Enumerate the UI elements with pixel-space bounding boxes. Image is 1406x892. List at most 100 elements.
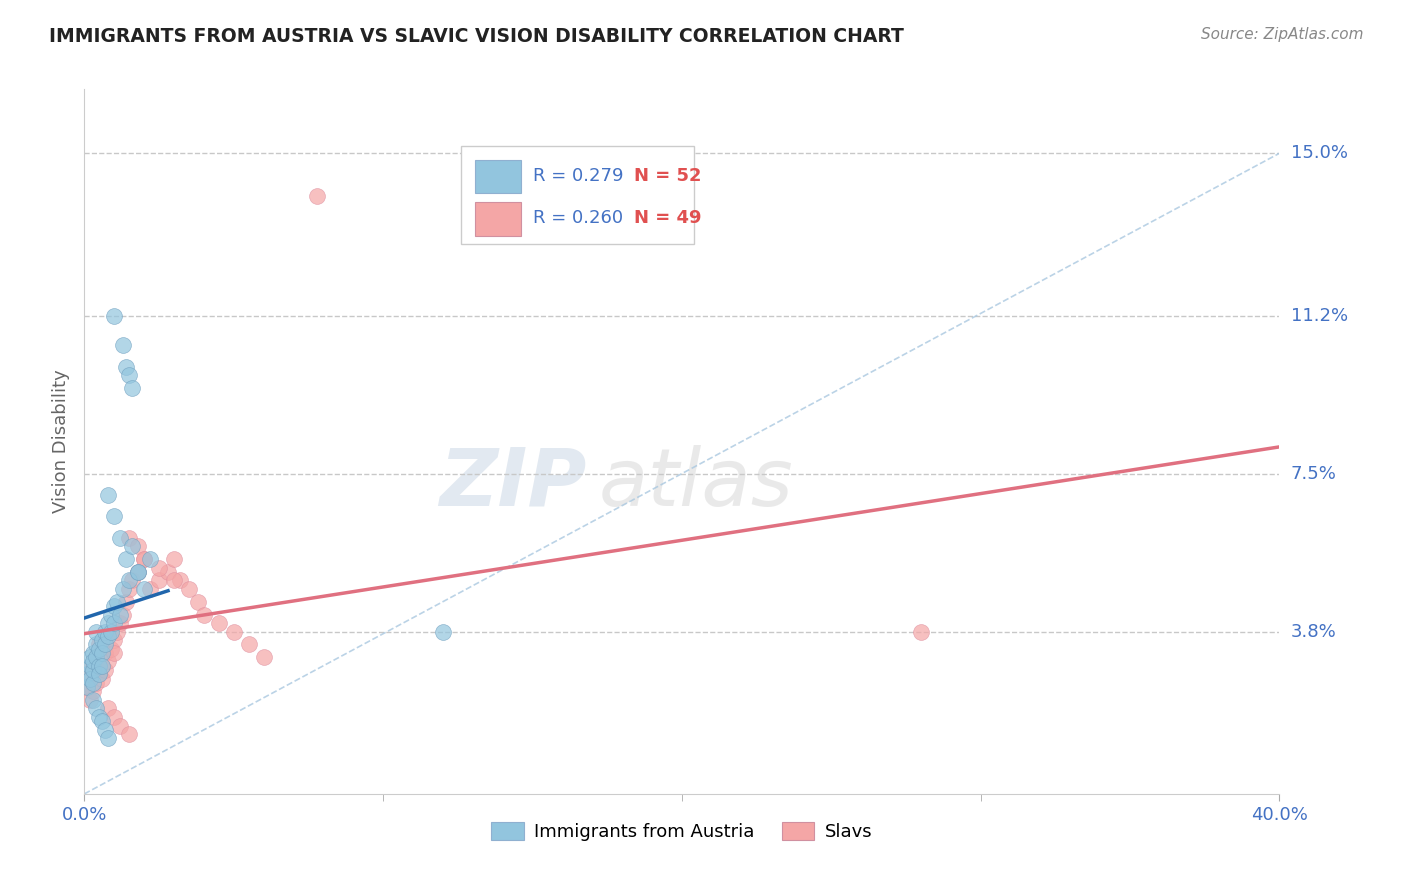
Immigrants from Austria <box>94 637 117 651</box>
Slavs <box>105 624 128 639</box>
Immigrants from Austria <box>86 624 108 639</box>
Slavs <box>132 552 156 566</box>
Immigrants from Austria <box>100 624 122 639</box>
Slavs <box>94 663 117 677</box>
Immigrants from Austria <box>132 582 156 596</box>
Slavs <box>127 539 149 553</box>
Slavs <box>139 582 162 596</box>
Slavs <box>253 650 276 665</box>
Text: ZIP: ZIP <box>439 445 586 523</box>
Immigrants from Austria <box>139 552 162 566</box>
Slavs <box>910 624 932 639</box>
Slavs <box>132 552 156 566</box>
Slavs <box>169 574 191 588</box>
Text: Source: ZipAtlas.com: Source: ZipAtlas.com <box>1201 27 1364 42</box>
Immigrants from Austria <box>105 595 128 609</box>
Immigrants from Austria <box>110 607 132 622</box>
Immigrants from Austria <box>115 359 138 374</box>
Text: 7.5%: 7.5% <box>1291 465 1337 483</box>
Slavs <box>91 672 114 686</box>
Slavs <box>177 582 200 596</box>
Immigrants from Austria <box>91 714 114 729</box>
FancyBboxPatch shape <box>461 145 695 244</box>
Slavs <box>112 607 135 622</box>
Immigrants from Austria <box>82 693 104 707</box>
Slavs <box>118 582 141 596</box>
Slavs <box>127 565 149 579</box>
Immigrants from Austria <box>79 672 101 686</box>
Slavs <box>208 615 231 630</box>
Immigrants from Austria <box>127 565 149 579</box>
Immigrants from Austria <box>86 701 108 715</box>
Immigrants from Austria <box>89 710 111 724</box>
Immigrants from Austria <box>110 531 132 545</box>
Slavs <box>89 637 111 651</box>
Immigrants from Austria <box>112 338 135 352</box>
Immigrants from Austria <box>91 633 114 648</box>
Immigrants from Austria <box>82 646 104 660</box>
Slavs <box>86 650 108 665</box>
Slavs <box>148 560 170 574</box>
Slavs <box>91 658 114 673</box>
Slavs <box>157 565 180 579</box>
Immigrants from Austria <box>76 680 98 694</box>
Immigrants from Austria <box>103 509 125 524</box>
Slavs <box>115 595 138 609</box>
Slavs <box>76 680 98 694</box>
Immigrants from Austria <box>79 650 101 665</box>
Immigrants from Austria <box>82 655 104 669</box>
Text: R = 0.279: R = 0.279 <box>533 167 623 185</box>
Slavs <box>89 667 111 681</box>
Immigrants from Austria <box>118 368 141 383</box>
Immigrants from Austria <box>103 309 125 323</box>
Immigrants from Austria <box>82 663 104 677</box>
Immigrants from Austria <box>86 637 108 651</box>
Slavs <box>103 633 125 648</box>
Immigrants from Austria <box>118 574 141 588</box>
FancyBboxPatch shape <box>475 202 520 235</box>
Slavs <box>193 607 215 622</box>
Slavs <box>238 637 260 651</box>
Immigrants from Austria <box>127 565 149 579</box>
Slavs <box>97 655 120 669</box>
Slavs <box>97 701 120 715</box>
Slavs <box>222 624 245 639</box>
Immigrants from Austria <box>121 381 143 395</box>
Slavs <box>86 676 108 690</box>
Immigrants from Austria <box>97 488 120 502</box>
Immigrants from Austria <box>89 658 111 673</box>
Slavs <box>307 189 329 203</box>
Immigrants from Austria <box>86 650 108 665</box>
Immigrants from Austria <box>94 624 117 639</box>
Immigrants from Austria <box>82 676 104 690</box>
Immigrants from Austria <box>89 667 111 681</box>
Immigrants from Austria <box>91 658 114 673</box>
Immigrants from Austria <box>100 607 122 622</box>
Text: N = 52: N = 52 <box>634 167 702 185</box>
Slavs <box>110 718 132 732</box>
Slavs <box>163 552 186 566</box>
Slavs <box>110 615 132 630</box>
Slavs <box>82 684 104 698</box>
Slavs <box>118 727 141 741</box>
Immigrants from Austria <box>432 624 454 639</box>
Immigrants from Austria <box>97 731 120 746</box>
Text: R = 0.260: R = 0.260 <box>533 209 623 227</box>
Slavs <box>121 574 143 588</box>
Immigrants from Austria <box>94 723 117 737</box>
Immigrants from Austria <box>89 641 111 656</box>
Immigrants from Austria <box>79 658 101 673</box>
Text: 11.2%: 11.2% <box>1291 307 1348 325</box>
Slavs <box>103 710 125 724</box>
Slavs <box>79 667 101 681</box>
Slavs <box>148 574 170 588</box>
Y-axis label: Vision Disability: Vision Disability <box>52 369 70 514</box>
Slavs <box>100 641 122 656</box>
Text: N = 49: N = 49 <box>634 209 702 227</box>
FancyBboxPatch shape <box>475 160 520 194</box>
Immigrants from Austria <box>97 615 120 630</box>
Slavs <box>103 646 125 660</box>
Immigrants from Austria <box>121 539 143 553</box>
Slavs <box>82 658 104 673</box>
Immigrants from Austria <box>76 667 98 681</box>
